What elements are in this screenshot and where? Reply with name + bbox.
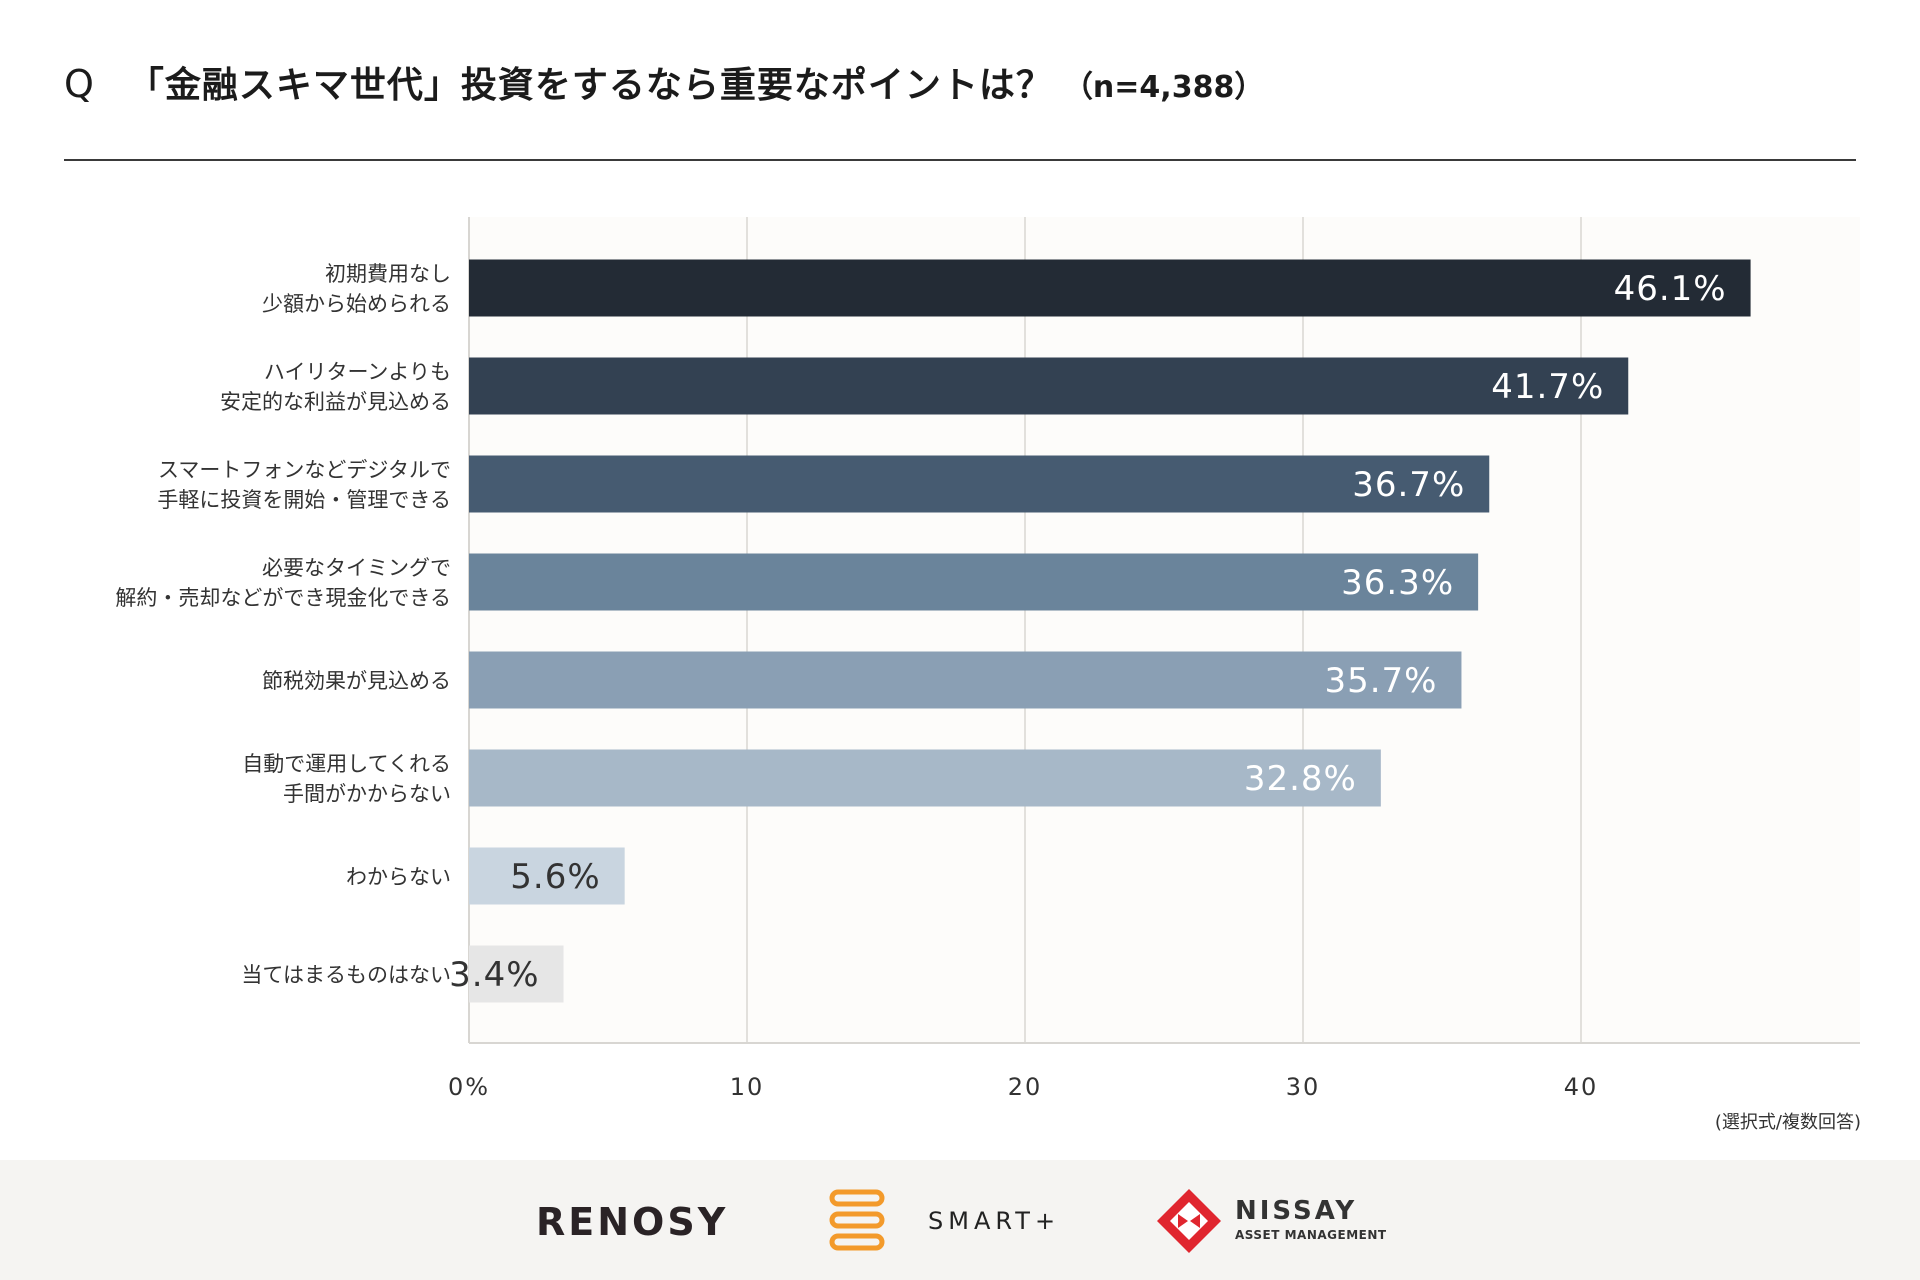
data-label: 36.3%: [1341, 563, 1454, 603]
title-divider: [64, 159, 1856, 161]
category-label: 初期費用なし少額から始められる: [262, 262, 451, 316]
category-label: 自動で運用してくれる手間がかからない: [242, 752, 451, 806]
bar-chart: 0% 10 20 30 40 46.1% 初期費用なし少額から始められる 41.7% ハイリター…: [115, 217, 1860, 1101]
bar: [469, 455, 1490, 513]
question-text: 「金融スキマ世代」投資をするなら重要なポイントは？: [127, 65, 1053, 106]
data-label: 3.4%: [449, 955, 539, 995]
category-label: 節税効果が見込める: [262, 669, 451, 693]
bar: [469, 749, 1381, 807]
x-tick-label: 30: [1286, 1073, 1321, 1101]
x-tick-label: 0%: [448, 1073, 490, 1101]
data-label: 5.6%: [510, 857, 600, 897]
chart-title: Q 「金融スキマ世代」投資をするなら重要なポイントは？ （n=4,388）: [64, 56, 1264, 116]
category-label: ハイリターンよりも安定的な利益が見込める: [220, 360, 451, 414]
category-label: 必要なタイミングで解約・売却などができ現金化できる: [115, 556, 451, 610]
data-label: 35.7%: [1324, 661, 1437, 701]
answer-type-note: (選択式/複数回答): [1714, 1112, 1861, 1133]
smart-plus-icon: [829, 1189, 885, 1251]
bar: [469, 847, 625, 905]
data-label: 46.1%: [1614, 269, 1727, 309]
x-tick-label: 40: [1564, 1073, 1599, 1101]
x-tick-label: 20: [1008, 1073, 1043, 1101]
bar: [469, 945, 564, 1003]
data-label: 36.7%: [1352, 465, 1465, 505]
category-label: スマートフォンなどデジタルで手軽に投資を開始・管理できる: [157, 458, 451, 512]
bar: [469, 357, 1629, 415]
category-label: わからない: [346, 865, 451, 889]
category-label: 当てはまるものはない: [241, 963, 451, 987]
renosy-logo: RENOSY: [536, 1200, 729, 1244]
x-tick-label: 10: [730, 1073, 765, 1101]
bar: [469, 651, 1462, 709]
question-mark: Q: [64, 62, 94, 106]
bar: [469, 259, 1751, 317]
footer: RENOSY SMART+ NISSAY ASSET MANAGEMENT: [0, 1160, 1920, 1280]
plot-background: [469, 217, 1860, 1043]
nissay-logo-sub: ASSET MANAGEMENT: [1235, 1228, 1387, 1242]
sample-size: （n=4,388）: [1062, 70, 1265, 105]
bar: [469, 553, 1479, 611]
nissay-logo: NISSAY: [1235, 1196, 1358, 1226]
data-label: 41.7%: [1491, 367, 1604, 407]
smart-plus-logo: SMART+: [928, 1207, 1061, 1235]
nissay-icon: [1157, 1189, 1221, 1253]
data-label: 32.8%: [1244, 759, 1357, 799]
